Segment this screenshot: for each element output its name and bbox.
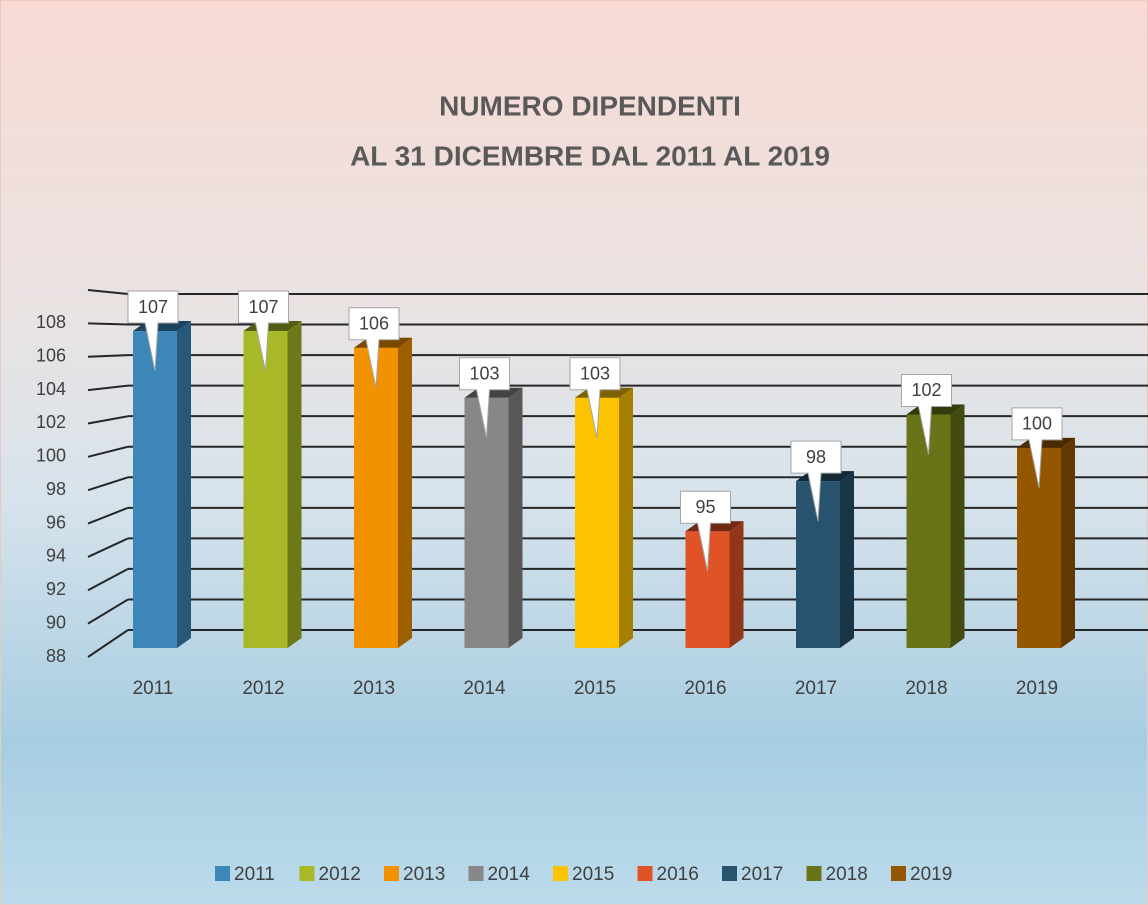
y-tick-label: 90: [46, 612, 66, 632]
data-label: 102: [911, 380, 941, 400]
y-tick-label: 106: [36, 345, 66, 365]
grid-line: [87, 506, 129, 525]
grid-line: [87, 568, 129, 592]
x-tick-label: 2015: [574, 678, 616, 699]
chart-title: AL 31 DICEMBRE DAL 2011 AL 2019: [350, 140, 830, 171]
data-label-callout: [459, 357, 510, 438]
data-label: 95: [695, 497, 715, 517]
bar-side: [950, 404, 965, 648]
legend-label: 2015: [572, 864, 614, 885]
legend-swatch: [806, 866, 822, 881]
data-label-callout: [1011, 407, 1063, 488]
grid-line: [87, 629, 129, 658]
y-tick-label: 98: [46, 479, 66, 499]
chart-title: NUMERO DIPENDENTI: [439, 90, 741, 121]
x-tick-label: 2013: [353, 678, 395, 699]
data-label-callout: [790, 440, 842, 522]
grid-line: [87, 445, 129, 458]
legend-label: 2014: [488, 864, 531, 885]
x-tick-label: 2017: [795, 678, 837, 699]
data-label-callout: [238, 290, 289, 372]
grid-line: [87, 598, 129, 625]
grid-line: [87, 289, 129, 295]
grid-line: [87, 537, 129, 558]
data-label-callout: [680, 490, 731, 572]
y-tick-label: 104: [36, 379, 66, 399]
data-label-callout: [348, 307, 400, 388]
bar: [133, 331, 177, 648]
bar-side: [619, 387, 633, 648]
bar: [243, 331, 288, 648]
data-label: 107: [138, 297, 168, 317]
legend-swatch: [722, 866, 737, 881]
legend-swatch: [553, 866, 568, 881]
bar-side: [729, 521, 744, 648]
data-label: 103: [469, 364, 499, 384]
legend-swatch: [637, 866, 653, 881]
x-tick-label: 2016: [684, 678, 726, 699]
bar-side: [840, 471, 854, 648]
bar-side: [508, 387, 523, 648]
grid-line: [87, 415, 129, 425]
y-tick-label: 88: [46, 646, 66, 666]
bar-side: [950, 404, 965, 648]
bar-side: [1061, 437, 1075, 648]
bar: [354, 347, 398, 648]
bar: [575, 397, 619, 648]
bar-side: [840, 471, 854, 648]
bar-side: [177, 321, 191, 648]
legend-label: 2012: [319, 864, 361, 885]
bar-side: [287, 321, 302, 648]
grid-line: [87, 354, 129, 358]
y-tick-label: 100: [36, 446, 66, 466]
legend-label: 2011: [234, 864, 275, 885]
x-tick-label: 2014: [463, 678, 506, 699]
legend-swatch: [384, 866, 399, 881]
y-tick-label: 92: [46, 579, 66, 599]
y-tick-label: 94: [46, 546, 66, 566]
bar-side: [619, 387, 633, 648]
bar-side: [398, 337, 412, 648]
grid-line: [87, 476, 129, 492]
data-label: 107: [248, 297, 278, 317]
data-label-callout: [127, 290, 179, 372]
bar-side: [508, 387, 523, 648]
y-tick-label: 96: [46, 512, 66, 532]
x-tick-label: 2019: [1016, 678, 1058, 699]
legend-swatch: [215, 866, 230, 881]
legend-label: 2019: [910, 864, 952, 885]
legend-label: 2016: [657, 864, 699, 885]
bar-side: [729, 521, 744, 648]
x-tick-label: 2018: [905, 678, 947, 699]
bar-side: [177, 321, 191, 648]
y-tick-label: 102: [36, 412, 66, 432]
legend-label: 2013: [403, 864, 445, 885]
bar-side: [398, 337, 412, 648]
data-label: 103: [580, 364, 610, 384]
legend-label: 2018: [826, 864, 868, 885]
y-tick-label: 108: [36, 312, 66, 332]
bar-side: [287, 321, 302, 648]
data-label-callout: [901, 373, 952, 455]
bar-side: [1061, 437, 1075, 648]
data-label-callout: [569, 357, 621, 438]
x-tick-label: 2012: [242, 678, 284, 699]
data-label: 106: [359, 313, 389, 333]
legend-swatch: [299, 866, 315, 881]
x-tick-label: 2011: [133, 678, 174, 699]
grid-line: [87, 384, 129, 392]
legend-label: 2017: [741, 864, 783, 885]
data-label: 100: [1022, 414, 1052, 434]
bar: [464, 397, 509, 648]
data-label: 98: [806, 447, 826, 467]
legend-swatch: [468, 866, 484, 881]
grid-line: [87, 322, 129, 326]
legend-swatch: [891, 866, 906, 881]
